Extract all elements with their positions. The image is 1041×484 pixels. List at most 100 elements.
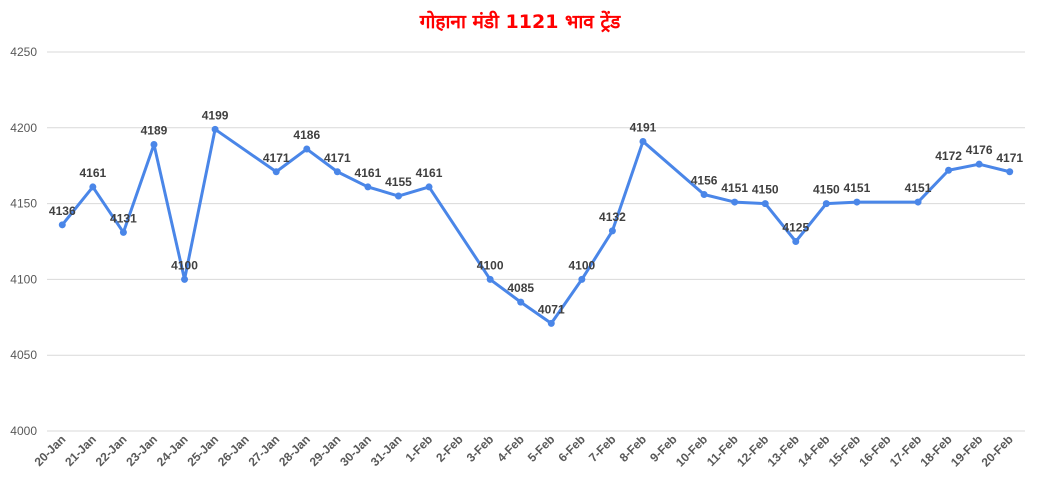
x-tick-label: 30-Jan xyxy=(337,432,374,469)
data-label: 4131 xyxy=(110,211,137,225)
x-tick-label: 14-Feb xyxy=(795,432,832,469)
data-label: 4151 xyxy=(844,181,871,195)
data-point xyxy=(639,137,647,145)
data-point xyxy=(425,183,433,191)
x-tick-label: 4-Feb xyxy=(494,432,527,465)
gridlines xyxy=(47,51,1025,432)
data-label: 4161 xyxy=(416,166,443,180)
data-label: 4171 xyxy=(324,151,351,165)
x-tick-label: 25-Jan xyxy=(184,432,221,469)
data-label: 4100 xyxy=(477,258,504,272)
data-point xyxy=(914,198,922,206)
data-label: 4132 xyxy=(599,210,626,224)
data-point xyxy=(517,298,525,306)
x-tick-label: 11-Feb xyxy=(704,432,741,469)
x-tick-label: 5-Feb xyxy=(525,432,558,465)
x-tick-label: 8-Feb xyxy=(617,432,650,465)
data-label: 4151 xyxy=(905,181,932,195)
data-label: 4186 xyxy=(293,128,320,142)
data-point xyxy=(333,168,341,176)
x-tick-label: 17-Feb xyxy=(887,432,924,469)
x-tick-label: 23-Jan xyxy=(123,432,160,469)
data-label: 4161 xyxy=(355,166,382,180)
data-point xyxy=(547,319,555,327)
y-tick-label: 4150 xyxy=(10,197,37,211)
x-tick-label: 16-Feb xyxy=(856,432,893,469)
y-tick-label: 4050 xyxy=(10,348,37,362)
data-point xyxy=(945,166,953,174)
data-point xyxy=(89,183,97,191)
x-tick-label: 3-Feb xyxy=(464,432,497,465)
data-points xyxy=(58,125,1014,327)
x-tick-label: 26-Jan xyxy=(215,432,252,469)
data-label: 4136 xyxy=(49,204,76,218)
data-label: 4125 xyxy=(782,221,809,235)
x-tick-label: 6-Feb xyxy=(555,432,588,465)
data-label: 4100 xyxy=(171,258,198,272)
data-point xyxy=(853,198,861,206)
data-point xyxy=(822,200,830,208)
y-axis-ticks: 4000 4050 4100 4150 4200 4250 xyxy=(10,45,37,438)
data-label: 4176 xyxy=(966,143,993,157)
data-point xyxy=(394,192,402,200)
data-point xyxy=(578,275,586,283)
x-tick-label: 15-Feb xyxy=(826,432,863,469)
x-tick-label: 1-Feb xyxy=(403,432,436,465)
chart-title: गोहाना मंडी 1121 भाव ट्रेंड xyxy=(419,10,621,33)
x-tick-label: 20-Jan xyxy=(32,432,69,469)
data-point xyxy=(761,200,769,208)
data-point xyxy=(303,145,311,153)
data-label: 4155 xyxy=(385,175,412,189)
data-point xyxy=(486,275,494,283)
y-tick-label: 4250 xyxy=(10,45,37,59)
data-point xyxy=(150,140,158,148)
x-tick-label: 22-Jan xyxy=(93,432,130,469)
data-point xyxy=(272,168,280,176)
data-point xyxy=(608,227,616,235)
x-tick-label: 24-Jan xyxy=(154,432,191,469)
data-point xyxy=(731,198,739,206)
x-tick-label: 13-Feb xyxy=(765,432,802,469)
x-tick-label: 20-Feb xyxy=(979,432,1016,469)
x-tick-label: 29-Jan xyxy=(307,432,344,469)
data-label: 4150 xyxy=(813,183,840,197)
data-label: 4199 xyxy=(202,108,229,122)
y-tick-label: 4000 xyxy=(10,424,37,438)
x-tick-label: 28-Jan xyxy=(276,432,313,469)
data-label: 4156 xyxy=(691,174,718,188)
data-label: 4071 xyxy=(538,302,565,316)
x-tick-label: 7-Feb xyxy=(586,432,619,465)
data-point xyxy=(364,183,372,191)
data-label: 4171 xyxy=(996,151,1023,165)
data-point xyxy=(58,221,66,229)
x-tick-label: 10-Feb xyxy=(673,432,710,469)
x-tick-label: 27-Jan xyxy=(246,432,283,469)
data-point xyxy=(211,125,219,133)
data-label: 4085 xyxy=(507,281,534,295)
data-point xyxy=(119,228,127,236)
data-point xyxy=(1006,168,1014,176)
data-point xyxy=(700,191,708,199)
x-tick-label: 12-Feb xyxy=(734,432,771,469)
data-point xyxy=(792,238,800,245)
data-label: 4151 xyxy=(721,181,748,195)
x-axis-ticks: 20-Jan21-Jan22-Jan23-Jan24-Jan25-Jan26-J… xyxy=(32,432,1016,469)
data-label: 4171 xyxy=(263,151,290,165)
data-label: 4150 xyxy=(752,183,779,197)
y-tick-label: 4200 xyxy=(10,121,37,135)
data-label: 4161 xyxy=(79,166,106,180)
data-label: 4191 xyxy=(630,120,657,134)
data-label: 4100 xyxy=(568,258,595,272)
data-label: 4189 xyxy=(141,123,168,137)
x-tick-label: 21-Jan xyxy=(62,432,99,469)
data-label: 4172 xyxy=(935,149,962,163)
x-tick-label: 31-Jan xyxy=(368,432,405,469)
data-point xyxy=(181,275,189,283)
x-tick-label: 19-Feb xyxy=(948,432,985,469)
data-labels: 4136416141314189410041994171418641714161… xyxy=(49,108,1023,316)
y-tick-label: 4100 xyxy=(10,272,37,286)
x-tick-label: 2-Feb xyxy=(433,432,466,465)
x-tick-label: 18-Feb xyxy=(917,432,954,469)
series-line xyxy=(60,127,1012,325)
